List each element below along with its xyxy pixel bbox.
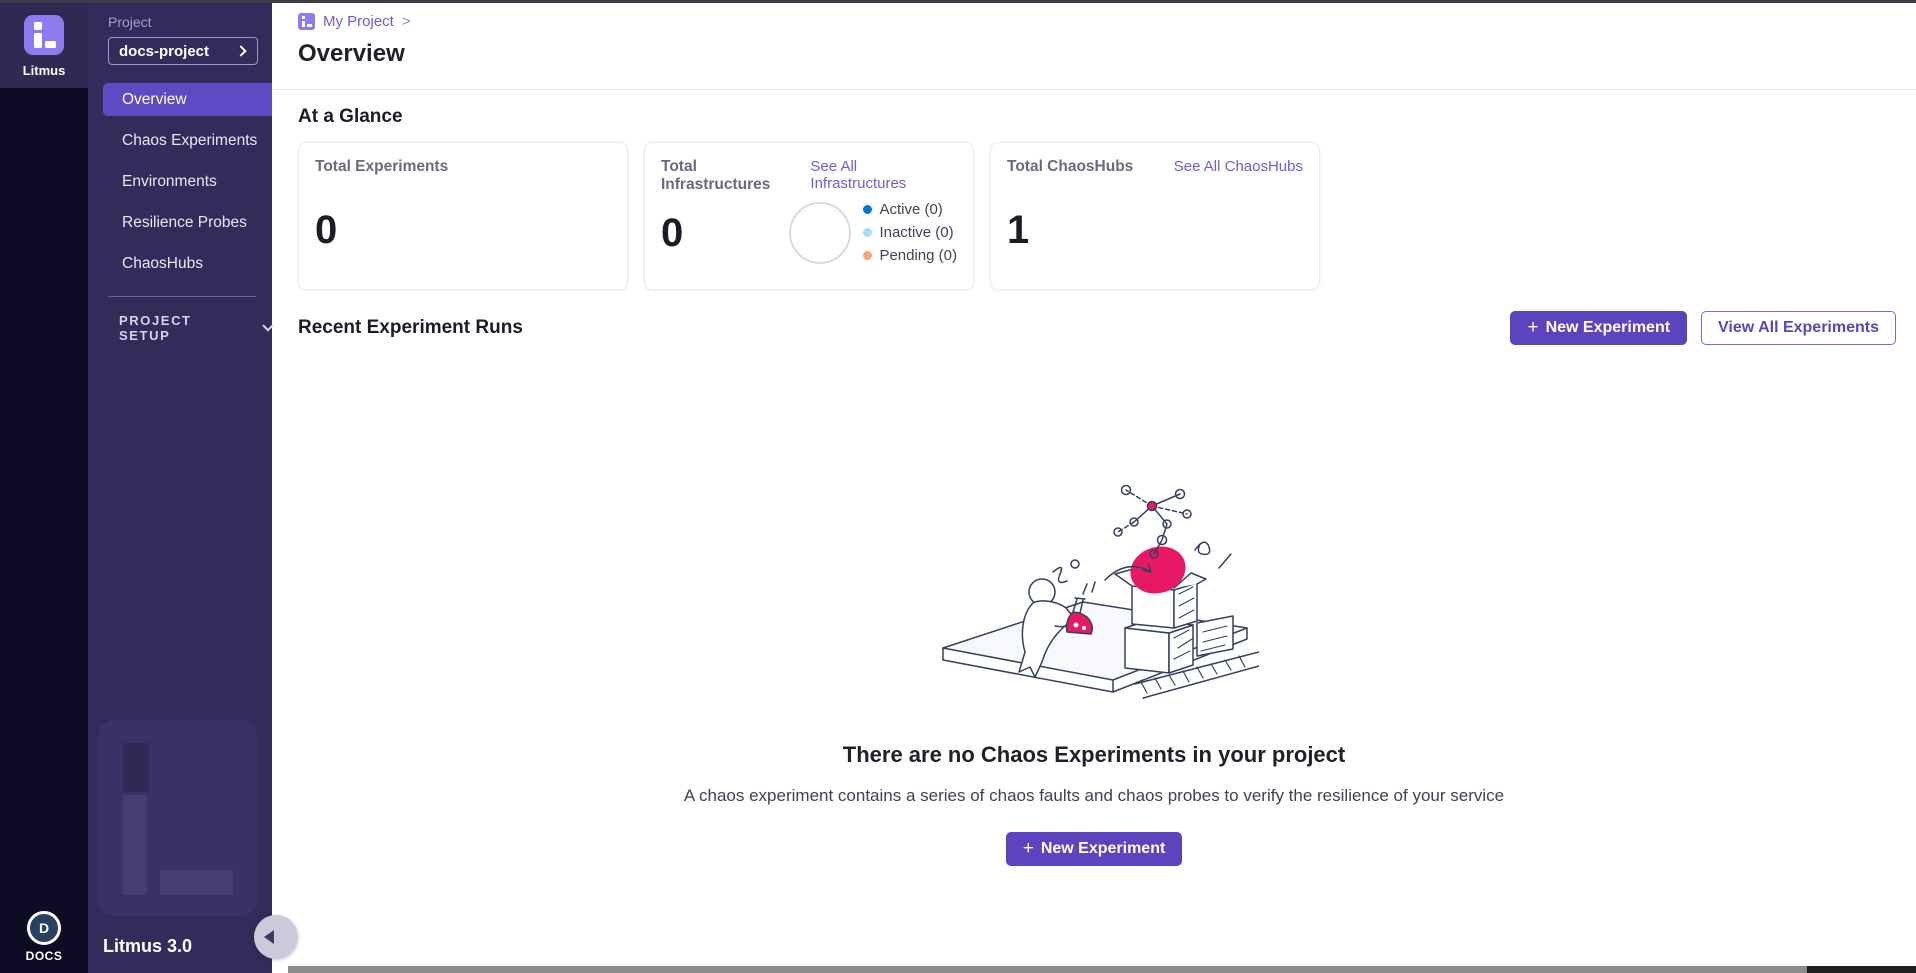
empty-state-illustration xyxy=(942,484,1260,699)
view-all-experiments-button[interactable]: View All Experiments xyxy=(1701,311,1896,345)
chevron-right-icon xyxy=(235,45,247,57)
project-icon xyxy=(298,13,315,30)
horizontal-scrollbar[interactable] xyxy=(288,966,1916,973)
card-total-experiments: Total Experiments 0 xyxy=(298,142,628,290)
card-label: Total ChaosHubs xyxy=(1007,158,1134,175)
project-setup-toggle[interactable]: PROJECT SETUP xyxy=(88,313,274,343)
breadcrumb-my-project[interactable]: My Project xyxy=(323,13,394,30)
see-all-infrastructures-link[interactable]: See All Infrastructures xyxy=(810,158,907,192)
project-selector[interactable]: docs-project xyxy=(108,37,258,65)
plus-icon: + xyxy=(1022,837,1034,859)
empty-state: There are no Chaos Experiments in your p… xyxy=(272,480,1916,866)
page-title: Overview xyxy=(298,40,405,67)
empty-state-title: There are no Chaos Experiments in your p… xyxy=(842,742,1346,767)
project-label: Project xyxy=(108,14,152,30)
main-content: My Project > Overview At a Glance Total … xyxy=(272,0,1916,973)
litmus-watermark xyxy=(98,720,257,916)
legend-item-active: Active (0) xyxy=(863,201,957,218)
active-dot-icon xyxy=(863,205,873,214)
card-label: Total Experiments xyxy=(315,158,449,175)
sidebar-nav: Overview Chaos Experiments Environments … xyxy=(88,83,272,280)
recent-experiment-runs-heading: Recent Experiment Runs xyxy=(298,317,523,338)
total-chaoshubs-value: 1 xyxy=(1007,208,1030,252)
pending-dot-icon xyxy=(863,251,873,260)
total-experiments-value: 0 xyxy=(315,208,338,252)
empty-state-subtitle: A chaos experiment contains a series of … xyxy=(683,786,1505,805)
sidebar-item-chaos-experiments[interactable]: Chaos Experiments xyxy=(122,132,258,149)
sidebar-item-overview[interactable]: Overview xyxy=(103,83,272,116)
collapse-arrow-icon xyxy=(264,930,274,944)
sidebar-divider xyxy=(108,296,256,297)
breadcrumb: My Project > xyxy=(298,13,1916,30)
header-divider xyxy=(272,89,1916,90)
window-top-edge xyxy=(0,0,1916,3)
docs-link[interactable]: D DOCS xyxy=(0,911,88,963)
infrastructures-legend: Active (0) Inactive (0) Pending (0) xyxy=(863,201,957,264)
new-experiment-button[interactable]: + New Experiment xyxy=(1510,311,1688,345)
litmus-logo-label: Litmus xyxy=(22,63,66,78)
app-rail: Litmus D DOCS xyxy=(0,0,88,973)
sidebar: Project docs-project Overview Chaos Expe… xyxy=(88,0,298,973)
project-selector-value: docs-project xyxy=(119,42,210,60)
see-all-chaoshubs-link[interactable]: See All ChaosHubs xyxy=(1173,158,1303,175)
litmus-logo-icon xyxy=(24,15,64,55)
breadcrumb-separator-icon: > xyxy=(401,13,411,30)
card-label: Total Infrastructures xyxy=(661,158,771,193)
docs-icon: D xyxy=(27,911,61,945)
new-experiment-button-empty[interactable]: + New Experiment xyxy=(1005,832,1183,866)
scrollbar-track-end xyxy=(1807,966,1916,973)
legend-item-pending: Pending (0) xyxy=(863,247,957,264)
infrastructures-donut-chart xyxy=(789,201,852,264)
sidebar-collapse-button[interactable] xyxy=(254,915,298,959)
card-total-chaoshubs: Total ChaosHubs See All ChaosHubs 1 xyxy=(990,142,1320,290)
glance-cards: Total Experiments 0 Total Infrastructure… xyxy=(298,142,1916,290)
card-total-infrastructures: Total Infrastructures See All Infrastruc… xyxy=(644,142,974,290)
total-infrastructures-value: 0 xyxy=(661,210,684,255)
at-a-glance-heading: At a Glance xyxy=(298,106,403,127)
sidebar-item-environments[interactable]: Environments xyxy=(122,173,217,190)
litmus-logo[interactable]: Litmus xyxy=(0,0,88,88)
docs-label: DOCS xyxy=(25,949,63,963)
plus-icon: + xyxy=(1527,316,1539,338)
project-setup-label: PROJECT SETUP xyxy=(119,313,192,343)
legend-item-inactive: Inactive (0) xyxy=(863,224,957,241)
inactive-dot-icon xyxy=(863,228,873,237)
sidebar-item-resilience-probes[interactable]: Resilience Probes xyxy=(122,214,247,231)
app-version: Litmus 3.0 xyxy=(103,936,193,956)
sidebar-item-chaoshubs[interactable]: ChaosHubs xyxy=(122,255,203,272)
